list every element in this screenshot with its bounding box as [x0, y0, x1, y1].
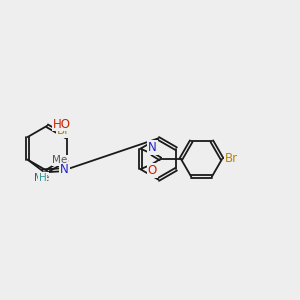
- Text: Me: Me: [34, 173, 49, 183]
- Text: Br: Br: [225, 152, 238, 165]
- Text: O: O: [148, 164, 157, 177]
- Text: H: H: [39, 172, 47, 182]
- Text: N: N: [60, 164, 69, 176]
- Text: Br: Br: [57, 124, 70, 137]
- Text: HO: HO: [53, 118, 71, 130]
- Text: N: N: [148, 141, 157, 154]
- Text: Me: Me: [52, 155, 68, 165]
